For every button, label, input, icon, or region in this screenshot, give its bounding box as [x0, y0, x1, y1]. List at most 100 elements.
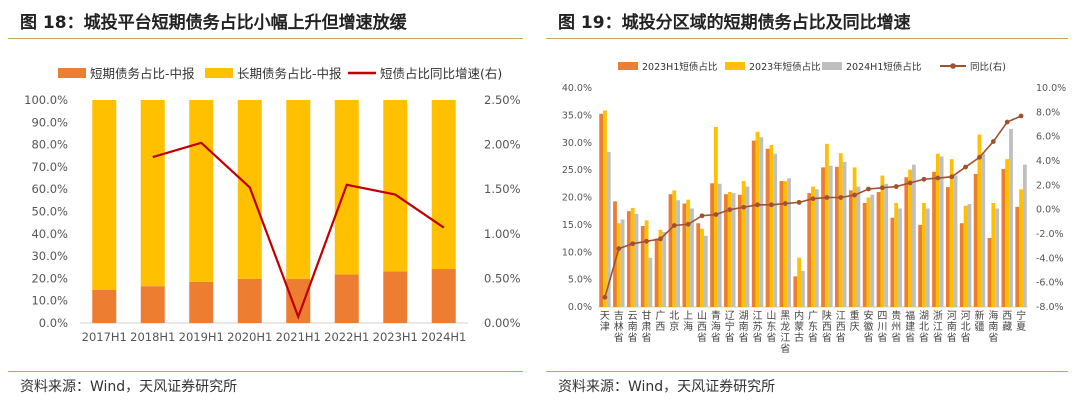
y-right-tick-label: 4.0%: [1036, 156, 1060, 167]
bar-2023: [630, 207, 635, 307]
bar-2023h1: [904, 177, 909, 307]
y-left-tick-label: 70.0%: [31, 160, 68, 174]
bar-short-term: [383, 271, 408, 323]
x-tick-label: 海南省: [988, 309, 998, 344]
bar-2023h1: [737, 194, 742, 307]
legend-marker-3: [950, 63, 956, 69]
x-tick-label: 北京: [669, 310, 679, 333]
y-left-tick-label: 20.0%: [31, 271, 68, 285]
y-left-tick-label: 30.0%: [562, 138, 592, 149]
y-left-tick-label: 80.0%: [31, 138, 68, 152]
bar-2023h1: [918, 224, 923, 307]
bar-2023: [935, 153, 940, 307]
left-source-rule: [8, 371, 523, 372]
x-tick-label: 重庆: [850, 309, 860, 333]
y-right-tick-label: 0.0%: [1036, 205, 1060, 216]
y-right-tick-label: 2.50%: [484, 93, 521, 107]
bar-2024h1: [759, 137, 764, 307]
bar-2024h1: [676, 200, 680, 307]
bar-2023h1: [835, 166, 839, 307]
y-right-tick-label: 0.50%: [484, 271, 521, 285]
bar-2024h1: [884, 183, 889, 307]
bar-long-term: [431, 100, 456, 270]
y-left-tick-label: 5.0%: [568, 275, 592, 286]
bar-2024h1: [828, 165, 833, 307]
bar-2024h1: [703, 235, 708, 307]
bar-2023: [908, 169, 912, 307]
line-point-yoy: [879, 185, 885, 191]
line-point-yoy: [907, 180, 913, 186]
y-right-tick-label: 6.0%: [1036, 132, 1060, 143]
line-point-yoy: [713, 212, 719, 217]
bar-2023: [838, 153, 843, 307]
bar-2024h1: [953, 175, 958, 307]
bar-2024h1: [898, 208, 902, 307]
bar-2024h1: [911, 164, 916, 307]
x-tick-label: 青海省: [711, 309, 721, 344]
y-left-tick-label: 100.0%: [24, 93, 68, 107]
left-title-rule: [8, 38, 523, 39]
bar-2023h1: [987, 238, 992, 307]
line-point-yoy: [782, 201, 788, 206]
bar-2024h1: [745, 186, 750, 307]
line-point-yoy: [1018, 113, 1024, 119]
x-tick-label: 广东省: [808, 310, 818, 344]
bar-2023h1: [1001, 169, 1006, 307]
bar-2023h1: [807, 193, 812, 307]
bar-2024h1: [648, 257, 653, 307]
y-left-tick-label: 10.0%: [562, 247, 592, 258]
bar-short-term: [140, 286, 165, 323]
bar-2024h1: [620, 219, 625, 307]
line-point-yoy: [685, 221, 691, 227]
line-point-yoy: [630, 241, 636, 247]
line-point-yoy: [824, 195, 830, 200]
bar-2024h1: [870, 194, 875, 307]
x-tick-label: 湖南省: [739, 310, 749, 344]
line-point-yoy: [852, 192, 858, 198]
bar-2024h1: [967, 204, 972, 307]
line-point-yoy: [796, 199, 802, 205]
line-point-yoy: [866, 186, 871, 192]
bar-short-term: [189, 281, 214, 323]
x-tick-label: 2022H1: [324, 330, 369, 344]
bar-2023: [714, 126, 718, 307]
bar-2023h1: [793, 276, 798, 307]
bar-2023: [1005, 159, 1010, 307]
bar-2023: [644, 220, 649, 307]
bar-2023h1: [724, 194, 728, 307]
right-title-rule: [546, 38, 1068, 39]
line-point-yoy: [949, 174, 955, 180]
line-point-yoy: [644, 238, 649, 244]
line-point-yoy: [990, 139, 996, 144]
bar-2023h1: [765, 148, 770, 307]
x-tick-label: 甘肃省: [642, 309, 652, 344]
bar-2023h1: [876, 192, 881, 307]
left-chart: 短期债务占比-中报 长期债务占比-中报 短债占比同比增速(右) 0.0% 10.0% 20…: [24, 66, 521, 344]
bar-2023: [603, 110, 607, 307]
line-point-yoy: [1004, 119, 1010, 125]
right-source: 资料来源：Wind，天风证券研究所: [558, 379, 776, 395]
y-right-tick-label: 1.00%: [484, 227, 521, 241]
x-tick-label: 2024H1: [421, 330, 466, 344]
bar-2024h1: [1009, 129, 1013, 307]
x-tick-label: 山东省: [766, 310, 776, 344]
bar-2023h1: [779, 181, 784, 307]
line-point-yoy: [963, 164, 968, 170]
bar-2023h1: [932, 171, 936, 307]
line-point-yoy: [671, 223, 677, 228]
y-left-tick-label: 30.0%: [31, 249, 68, 263]
line-point-yoy: [838, 195, 844, 200]
bar-2023h1: [751, 140, 756, 307]
x-tick-label: 浙江省: [933, 310, 943, 344]
bar-2023: [894, 202, 899, 307]
bar-2023h1: [890, 217, 895, 307]
bar-2023: [977, 134, 982, 307]
bar-2023h1: [710, 183, 715, 307]
bar-2024h1: [1022, 164, 1027, 307]
y-right-tick-label: 2.0%: [1036, 180, 1060, 191]
line-point-yoy: [977, 154, 982, 160]
bar-2023: [866, 197, 871, 307]
right-source-rule: [546, 371, 1068, 372]
x-tick-label: 2020H1: [227, 330, 272, 344]
bar-2023h1: [599, 113, 604, 307]
